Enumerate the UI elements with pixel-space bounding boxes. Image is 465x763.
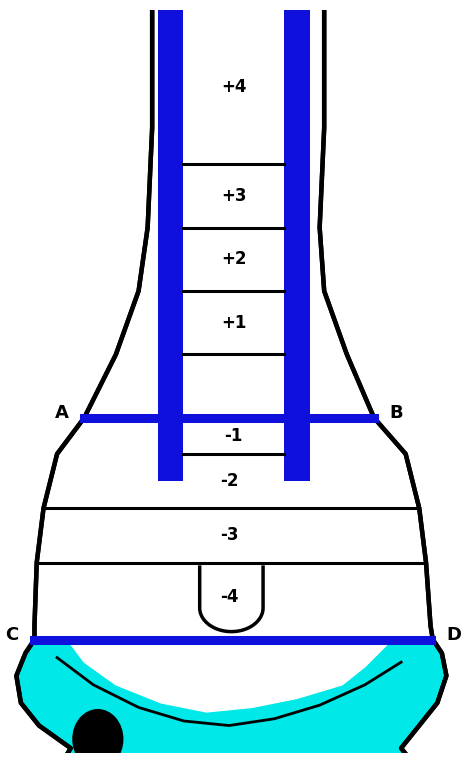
Text: B: B xyxy=(390,404,404,422)
Polygon shape xyxy=(16,11,446,763)
Ellipse shape xyxy=(73,710,123,763)
Text: -3: -3 xyxy=(220,526,239,545)
Text: -2: -2 xyxy=(220,472,239,490)
Bar xyxy=(284,11,310,481)
Text: C: C xyxy=(6,626,19,644)
Text: +2: +2 xyxy=(221,250,246,269)
Bar xyxy=(158,11,183,481)
Text: +4: +4 xyxy=(221,79,246,96)
Polygon shape xyxy=(16,639,446,763)
Text: -4: -4 xyxy=(220,588,239,606)
Text: A: A xyxy=(54,404,68,422)
Text: D: D xyxy=(446,626,461,644)
Text: +3: +3 xyxy=(221,187,246,205)
Polygon shape xyxy=(71,644,387,712)
Text: +1: +1 xyxy=(221,314,246,332)
Text: -1: -1 xyxy=(225,427,243,445)
